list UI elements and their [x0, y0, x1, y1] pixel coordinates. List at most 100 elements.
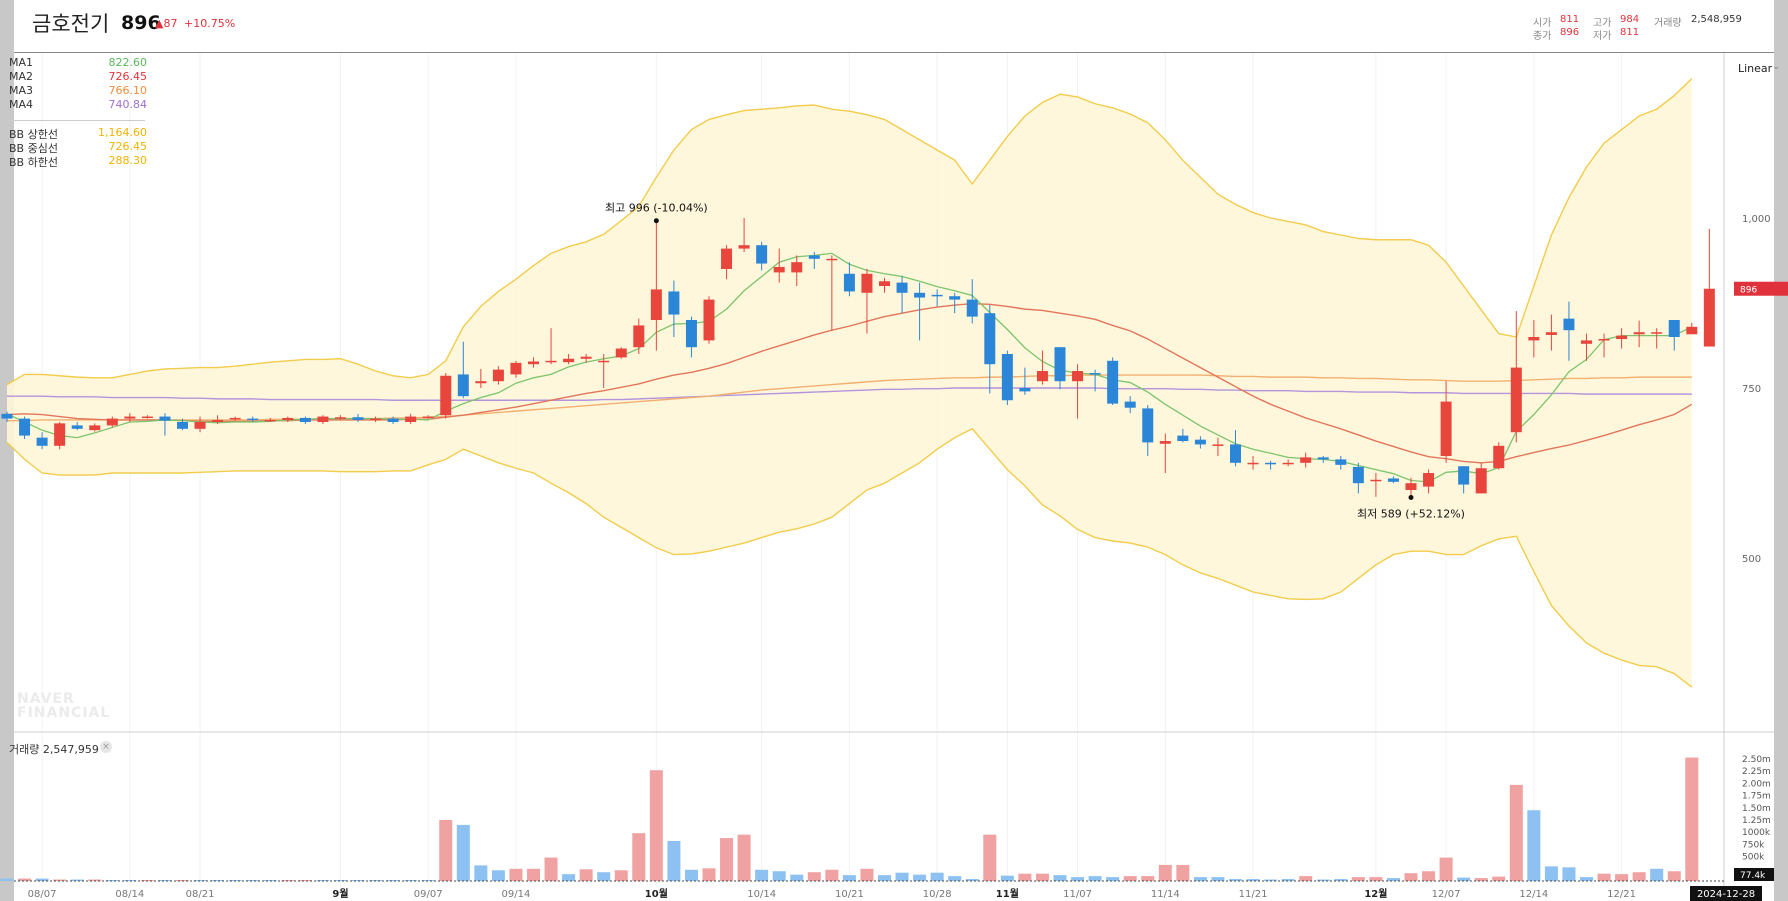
watermark-logo: NAVER FINANCIAL	[17, 692, 110, 720]
legend-ma2[interactable]: MA2 726.45	[9, 70, 147, 84]
low-value: 811	[1620, 27, 1640, 38]
candle-body	[370, 418, 382, 421]
candle-body	[1510, 367, 1522, 433]
candle-body	[1563, 318, 1575, 331]
legend-ma3[interactable]: MA3 766.10	[9, 84, 147, 98]
x-tick-label: 11/14	[1151, 889, 1180, 900]
last-date-tag	[1690, 886, 1762, 901]
candle-body	[914, 292, 926, 298]
legend-name: MA4	[9, 98, 34, 111]
volume-bar	[1158, 864, 1172, 881]
candle-body	[791, 262, 803, 273]
legend-bb-lower[interactable]: BB 하한선 288.30	[9, 154, 147, 169]
candle-body	[1335, 459, 1347, 465]
legend-value: 726.45	[108, 140, 148, 153]
close-icon[interactable]: ×	[100, 741, 112, 753]
volume-bar	[456, 824, 470, 881]
candle-body	[1194, 439, 1206, 445]
volume-bar	[1650, 868, 1664, 881]
stock-change: ▲87	[155, 17, 178, 30]
volume-bar	[1544, 866, 1558, 881]
candle-body	[1107, 360, 1119, 404]
candle-body	[931, 294, 943, 297]
stock-price: 896	[121, 12, 161, 34]
volume-bar	[755, 869, 769, 881]
candle-body	[896, 282, 908, 293]
extreme-label: 최저 589 (+52.12%)	[1357, 507, 1465, 520]
volume-tick-label: 2.50m	[1742, 755, 1771, 765]
x-tick-label: 09/14	[502, 889, 531, 900]
stock-name: 금호전기	[32, 12, 110, 36]
candle-body	[1633, 332, 1645, 335]
volume-bar	[246, 880, 260, 881]
legend-name: BB 상한선	[9, 128, 58, 141]
x-tick-label: 11/07	[1063, 889, 1092, 900]
volume-bar	[878, 875, 891, 881]
volume-bar	[474, 865, 488, 881]
volume-bar	[790, 874, 804, 881]
volume-bar	[1439, 857, 1453, 881]
volume-bar	[1281, 879, 1295, 881]
candle-body	[440, 375, 452, 416]
candle-body	[1054, 347, 1066, 382]
volume-bar	[386, 880, 400, 881]
scale-button[interactable]: Linear	[1738, 62, 1773, 75]
candle-body	[492, 369, 504, 382]
open-label: 시가	[1533, 18, 1552, 29]
volume-bar	[1492, 876, 1506, 881]
volume-bar	[684, 869, 698, 881]
candle-body	[387, 418, 399, 422]
candle-body	[89, 425, 101, 431]
volume-bar	[632, 833, 646, 881]
candle-body	[299, 417, 311, 422]
candle-body	[580, 356, 592, 359]
volume-bar	[772, 871, 786, 881]
volume-bar	[1597, 873, 1611, 881]
volume-bar	[1106, 877, 1120, 881]
volume-bar	[1422, 871, 1436, 881]
ma4-line	[7, 387, 1692, 401]
candle-body	[1651, 332, 1663, 334]
volume-bar	[737, 834, 751, 881]
x-tick-label: 10/28	[923, 889, 952, 900]
candle-body	[124, 416, 136, 419]
volume-bar	[1316, 879, 1330, 881]
x-tick-label: 08/14	[115, 889, 144, 900]
volume-bar	[1386, 878, 1400, 881]
candle-body	[949, 296, 961, 300]
volume-bar	[579, 869, 593, 881]
legend-bb-middle[interactable]: BB 중심선 726.45	[9, 140, 148, 155]
legend-divider	[9, 120, 145, 121]
candle-body	[264, 419, 276, 422]
candle-body	[1, 413, 13, 419]
x-tick-label: 9월	[332, 888, 348, 900]
candle-body	[475, 381, 487, 384]
volume-bar	[211, 880, 225, 881]
candle-body	[1387, 478, 1399, 482]
legend-ma4[interactable]: MA4 740.84	[9, 98, 147, 112]
volume-bar	[1053, 875, 1067, 881]
volume-bar	[1685, 757, 1699, 881]
candle-body	[966, 299, 978, 317]
legend-value: 726.45	[108, 70, 148, 83]
candle-body	[738, 245, 750, 249]
volume-bar	[88, 879, 102, 881]
candle-body	[1001, 354, 1013, 401]
volume-bar	[1632, 872, 1646, 881]
candle-body	[808, 255, 820, 259]
x-tick-label: 10/14	[747, 889, 776, 900]
candle-body	[563, 358, 575, 363]
legend-bb-upper[interactable]: BB 상한선 1,164.60	[9, 126, 147, 141]
candle-body	[1668, 320, 1680, 337]
volume-bar	[527, 868, 540, 881]
chevron-down-icon[interactable]: ⌄	[1772, 61, 1781, 72]
candle-body	[1581, 340, 1592, 344]
volume-bar	[1035, 873, 1049, 881]
volume-bar	[1211, 877, 1225, 881]
volume-bar	[1404, 873, 1418, 881]
candle-body	[1528, 337, 1540, 341]
last-volume-tag	[1734, 868, 1774, 881]
legend-ma1[interactable]: MA1 822.60	[9, 56, 147, 70]
volume-bar	[1123, 876, 1137, 881]
